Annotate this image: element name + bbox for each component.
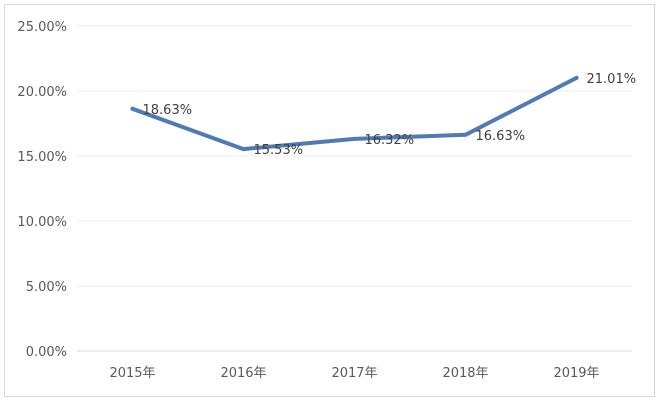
y-tick-label: 20.00%	[17, 85, 67, 100]
data-point	[130, 106, 135, 111]
data-labels: 18.63% 15.53% 16.32% 16.63% 21.01%	[143, 72, 637, 158]
x-tick-label: 2019年	[553, 366, 599, 381]
x-tick-label: 2018年	[442, 366, 488, 381]
y-tick-label: 0.00%	[26, 345, 67, 360]
data-point	[574, 75, 579, 80]
x-axis-ticks: 2015年 2016年 2017年 2018年 2019年	[109, 366, 599, 381]
y-tick-label: 25.00%	[17, 20, 67, 35]
data-label: 15.53%	[254, 143, 304, 158]
y-tick-label: 5.00%	[26, 280, 67, 295]
chart-frame	[4, 4, 655, 397]
data-point	[352, 136, 357, 141]
x-tick-label: 2015年	[109, 366, 155, 381]
data-label: 21.01%	[587, 72, 637, 87]
gridlines	[77, 25, 632, 352]
data-label: 16.63%	[476, 129, 526, 144]
y-tick-label: 15.00%	[17, 150, 67, 165]
y-axis-ticks: 0.00% 5.00% 10.00% 15.00% 20.00% 25.00%	[17, 20, 67, 360]
data-label: 18.63%	[143, 103, 193, 118]
x-tick-label: 2016年	[220, 366, 266, 381]
series	[130, 75, 579, 152]
x-tick-label: 2017年	[331, 366, 377, 381]
y-tick-label: 10.00%	[17, 215, 67, 230]
data-label: 16.32%	[365, 133, 415, 148]
data-point	[241, 147, 246, 152]
data-point	[463, 132, 468, 137]
